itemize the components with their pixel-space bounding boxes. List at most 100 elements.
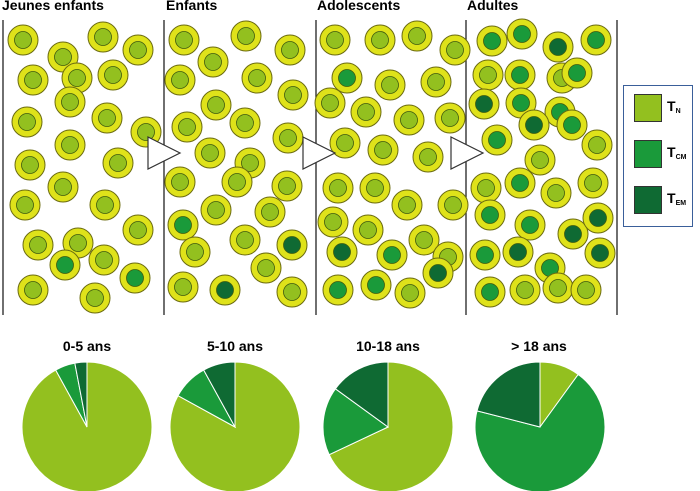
- cell: [274, 34, 306, 66]
- pie-slice-tem: [334, 361, 389, 428]
- cell: [197, 46, 229, 78]
- cell: [331, 62, 363, 94]
- cell: [276, 276, 308, 308]
- cell-nucleus: [357, 103, 375, 121]
- cell-nucleus: [175, 31, 193, 49]
- cell: [47, 171, 79, 203]
- cell: [17, 274, 49, 306]
- cell: [122, 214, 154, 246]
- cell-nucleus: [446, 41, 464, 59]
- cell-nucleus: [329, 281, 347, 299]
- cell: [102, 147, 134, 179]
- cell: [54, 86, 86, 118]
- cell: [194, 137, 226, 169]
- cell: [277, 79, 309, 111]
- cell: [470, 172, 502, 204]
- cell-nucleus: [237, 27, 255, 45]
- cell: [570, 274, 602, 306]
- cell: [168, 24, 200, 56]
- cell: [241, 62, 273, 94]
- cell-nucleus: [129, 221, 147, 239]
- transition-arrow: [450, 136, 485, 170]
- cell-nucleus: [429, 264, 447, 282]
- legend-swatch-tcm: [634, 140, 662, 168]
- legend-label-tn: TN: [667, 98, 681, 115]
- cell: [469, 239, 501, 271]
- cell: [329, 127, 361, 159]
- panel-label-young-children: Jeunes enfants: [2, 0, 104, 13]
- cell: [408, 224, 440, 256]
- cell-nucleus: [563, 116, 581, 134]
- cell-nucleus: [56, 256, 74, 274]
- cell: [119, 262, 151, 294]
- cell-nucleus: [476, 246, 494, 264]
- cell: [374, 69, 406, 101]
- cell-nucleus: [549, 279, 567, 297]
- cell: [481, 124, 513, 156]
- panel-label-adults: Adultes: [467, 0, 519, 13]
- cell: [439, 34, 471, 66]
- cell: [509, 274, 541, 306]
- cell-nucleus: [475, 95, 493, 113]
- cell: [14, 149, 46, 181]
- cell-nucleus: [204, 53, 222, 71]
- cell: [91, 102, 123, 134]
- cell: [319, 24, 351, 56]
- cell-nucleus: [278, 177, 296, 195]
- cell-nucleus: [509, 243, 527, 261]
- cell-nucleus: [383, 246, 401, 264]
- cell: [350, 96, 382, 128]
- cell: [17, 64, 49, 96]
- cell: [97, 59, 129, 91]
- cell-nucleus: [398, 196, 416, 214]
- cell-nucleus: [261, 203, 279, 221]
- legend-label-tcm: TCM: [667, 144, 687, 161]
- cell: [504, 167, 536, 199]
- cell: [474, 199, 506, 231]
- cell: [200, 89, 232, 121]
- cell: [360, 269, 392, 301]
- cell: [582, 202, 614, 234]
- cell: [11, 106, 43, 138]
- cell-nucleus: [481, 283, 499, 301]
- cell: [514, 209, 546, 241]
- cell: [88, 244, 120, 276]
- cell-nucleus: [186, 243, 204, 261]
- cell-nucleus: [338, 69, 356, 87]
- cell-nucleus: [228, 173, 246, 191]
- cell-nucleus: [14, 31, 32, 49]
- legend-item-tem: TEM: [634, 186, 690, 218]
- cell-nucleus: [477, 179, 495, 197]
- cell-nucleus: [321, 94, 339, 112]
- cell-nucleus: [568, 64, 586, 82]
- cell-groups: [7, 18, 616, 314]
- cell-nucleus: [281, 41, 299, 59]
- cell: [62, 227, 94, 259]
- cell-nucleus: [284, 86, 302, 104]
- cell-nucleus: [564, 225, 582, 243]
- cell: [49, 249, 81, 281]
- cell: [393, 104, 425, 136]
- cell-nucleus: [483, 32, 501, 50]
- cell-nucleus: [577, 281, 595, 299]
- legend-swatch-tn: [634, 94, 662, 122]
- pie-slice-tem: [203, 361, 236, 428]
- cell-nucleus: [236, 231, 254, 249]
- cell: [359, 172, 391, 204]
- cell: [434, 102, 466, 134]
- cell-nucleus: [137, 123, 155, 141]
- cell-nucleus: [69, 234, 87, 252]
- cell-nucleus: [481, 206, 499, 224]
- cell-nucleus: [129, 41, 147, 59]
- cell: [391, 189, 423, 221]
- cell-nucleus: [54, 48, 72, 66]
- cell-nucleus: [488, 131, 506, 149]
- cell-nucleus: [401, 284, 419, 302]
- cell: [322, 274, 354, 306]
- cell-nucleus: [236, 114, 254, 132]
- cell: [54, 129, 86, 161]
- cell-nucleus: [171, 71, 189, 89]
- cell-nucleus: [511, 174, 529, 192]
- cell-nucleus: [279, 129, 297, 147]
- cell-nucleus: [283, 236, 301, 254]
